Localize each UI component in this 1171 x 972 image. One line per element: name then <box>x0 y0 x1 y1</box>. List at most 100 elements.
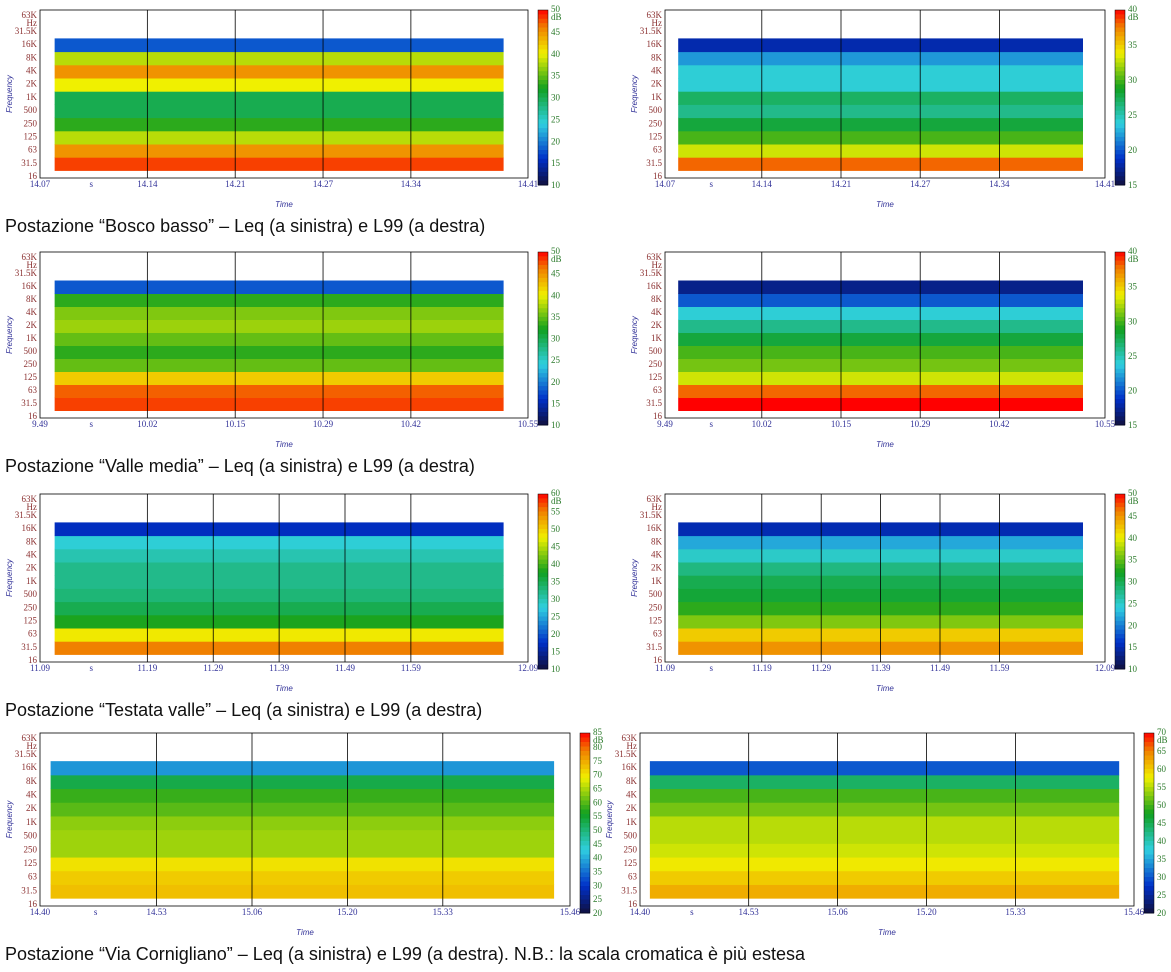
band-level <box>678 144 1083 158</box>
colorbar-cell <box>1115 295 1125 301</box>
band-level <box>649 774 1120 790</box>
colorbar-cell <box>580 841 590 846</box>
colorbar-tick-label: 65 <box>593 783 603 793</box>
band-level <box>649 857 1120 872</box>
colorbar-tick-label: 45 <box>1157 818 1167 828</box>
colorbar-cell <box>1115 167 1125 173</box>
y-tick-label: 4K <box>26 789 38 799</box>
colorbar-cell <box>1115 115 1125 120</box>
band-level <box>678 130 1083 145</box>
colorbar-cell <box>1144 886 1154 891</box>
colorbar-tick-label: 30 <box>1128 75 1138 85</box>
colorbar-cell <box>580 814 590 819</box>
colorbar-cell <box>1115 23 1125 28</box>
y-axis-label: Frequency <box>605 800 614 839</box>
colorbar-cell <box>580 742 590 747</box>
colorbar-cell <box>1144 890 1154 896</box>
y-axis-label: Frequency <box>5 315 14 354</box>
y-tick-label: 16 <box>653 411 663 421</box>
colorbar-cell <box>1144 904 1154 909</box>
y-tick-label: 63 <box>628 872 638 882</box>
x-tick-label: 9.49 <box>657 419 673 429</box>
y-tick-label: 31.5K <box>15 510 38 520</box>
band-level <box>649 761 1120 776</box>
x-tick-label: 15.06 <box>242 907 263 917</box>
band-level <box>54 293 504 307</box>
band-level <box>678 51 1083 66</box>
colorbar-tick-label: 20 <box>1128 145 1138 155</box>
colorbar-unit: dB <box>593 735 604 745</box>
colorbar-cell <box>538 325 548 331</box>
colorbar-cell <box>1115 651 1125 657</box>
colorbar-cell <box>1144 854 1154 860</box>
colorbar-tick-label: 35 <box>1128 40 1138 50</box>
colorbar-cell <box>580 769 590 774</box>
colorbar-tick-label: 45 <box>551 542 561 552</box>
colorbar-cell <box>1115 399 1125 404</box>
x-tick-label: 11.59 <box>989 663 1009 673</box>
y-tick-label: 500 <box>24 589 38 599</box>
colorbar-tick-label: 40 <box>551 49 561 59</box>
colorbar-tick-label: 50 <box>551 524 561 534</box>
colorbar-cell <box>580 850 590 855</box>
colorbar-cell <box>538 62 548 68</box>
y-tick-label: 31.5K <box>640 26 663 36</box>
colorbar-tick-label: 20 <box>551 377 561 387</box>
y-tick-label: 63K <box>647 10 663 20</box>
colorbar-cell <box>1115 612 1125 617</box>
x-tick-label: 11.49 <box>335 663 355 673</box>
colorbar-cell <box>538 256 548 262</box>
colorbar-cell <box>1115 316 1125 322</box>
colorbar-cell <box>538 58 548 63</box>
colorbar-tick-label: 50 <box>551 246 561 256</box>
colorbar-cell <box>538 106 548 112</box>
colorbar-cell <box>1144 863 1154 869</box>
colorbar-unit: dB <box>551 12 562 22</box>
colorbar-cell <box>538 524 548 530</box>
y-tick-label: 31.5 <box>21 642 37 652</box>
y-tick-label: 8K <box>26 52 38 62</box>
y-tick-label: 16K <box>22 762 38 772</box>
colorbar-cell <box>1115 355 1125 361</box>
colorbar-cell <box>580 791 590 797</box>
colorbar-cell <box>1115 546 1125 552</box>
colorbar-cell <box>1115 84 1125 90</box>
y-tick-label: 500 <box>24 831 38 841</box>
x-axis-label: Time <box>296 928 314 937</box>
colorbar-frame <box>1114 493 1126 670</box>
y-tick-label: 16 <box>628 899 638 909</box>
colorbar-cell <box>538 572 548 578</box>
colorbar-tick-label: 25 <box>1157 890 1167 900</box>
colorbar-tick-label: 85 <box>593 727 603 737</box>
y-tick-label: 31.5 <box>21 158 37 168</box>
colorbar-cell <box>538 53 548 59</box>
band-level <box>678 306 1083 320</box>
caption: Postazione “Via Cornigliano” – Leq (a si… <box>5 944 806 964</box>
colorbar-cell <box>538 290 548 296</box>
colorbar-cell <box>538 128 548 133</box>
colorbar-tick-label: 10 <box>551 420 561 430</box>
colorbar-unit: dB <box>551 496 562 506</box>
y-tick-label: 1K <box>626 817 638 827</box>
colorbar-tick-label: 35 <box>1157 854 1167 864</box>
colorbar-cell <box>1115 360 1125 365</box>
colorbar-cell <box>1115 180 1125 186</box>
colorbar-tick-label: 25 <box>1128 351 1138 361</box>
y-tick-label: 63K <box>647 494 663 504</box>
y-tick-label: 8K <box>26 294 38 304</box>
y-unit: Hz <box>27 260 38 270</box>
colorbar-cell <box>1115 520 1125 526</box>
colorbar-cell <box>1115 629 1125 635</box>
colorbar-cell <box>1115 577 1125 582</box>
colorbar-cell <box>1115 559 1125 565</box>
colorbar-cell <box>538 511 548 517</box>
colorbar-tick-label: 75 <box>593 756 603 766</box>
y-tick-label: 31.5 <box>646 398 662 408</box>
colorbar-unit: dB <box>551 254 562 264</box>
colorbar-cell <box>1115 303 1125 309</box>
colorbar-cell <box>538 607 548 613</box>
x-tick-label: 14.27 <box>910 179 931 189</box>
colorbar-tick-label: 15 <box>551 647 561 657</box>
colorbar-cell <box>1144 733 1154 738</box>
